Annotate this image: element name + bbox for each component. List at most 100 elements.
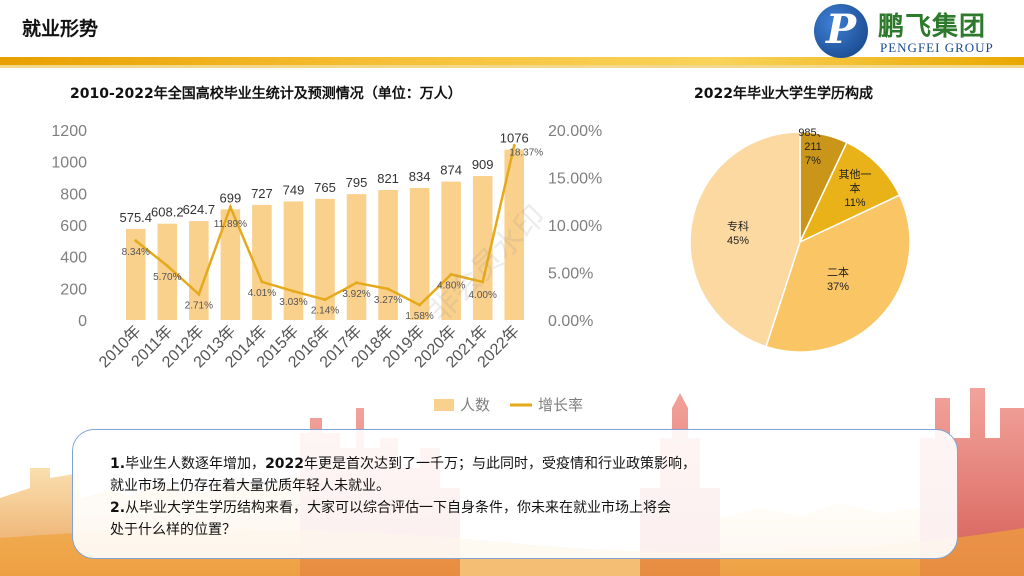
page-title: 就业形势 (22, 18, 99, 40)
legend-bar-swatch (434, 399, 454, 411)
bar (157, 223, 178, 320)
line-point (512, 143, 516, 147)
note-line-4: 处于什么样的位置？ (110, 519, 236, 541)
logo-chinese: 鹏飞集团 (878, 12, 987, 42)
growth-value-label: 2.71% (185, 300, 213, 311)
bar (346, 194, 367, 320)
pie-slice-label: 本 (850, 181, 861, 195)
pie-slice-label: 7% (805, 155, 821, 167)
legend-bar-label: 人数 (460, 397, 490, 414)
line-point (134, 239, 138, 243)
pie-slice-label: 二本 (827, 265, 849, 279)
note-text-2: 就业市场上仍存在着大量优质年轻人未就业。 (110, 478, 390, 494)
y-left-tick: 1200 (51, 123, 87, 140)
bar-value-label: 749 (283, 182, 305, 197)
y-left-tick: 800 (60, 186, 87, 203)
bar (409, 187, 430, 320)
y-left-tick: 0 (78, 313, 87, 330)
bar (315, 198, 335, 320)
pie-slice-label: 专科 (727, 219, 749, 233)
bar-value-label: 608.2 (151, 205, 184, 220)
y-right-tick: 20.00% (548, 123, 602, 140)
line-point (228, 205, 232, 209)
bar-value-label: 699 (220, 190, 242, 205)
note-number-2: 2. (110, 500, 126, 516)
bar-value-label: 874 (440, 163, 462, 178)
growth-value-label: 3.27% (374, 295, 402, 306)
line-point (323, 298, 327, 302)
y-right-tick: 15.00% (548, 171, 602, 188)
growth-value-label: 4.00% (469, 290, 497, 301)
bar-chart-title: 2010-2022年全国高校毕业生统计及预测情况（单位：万人） (70, 86, 462, 102)
bar-value-label: 624.7 (183, 202, 216, 217)
bar (472, 176, 493, 320)
bar-value-label: 795 (346, 175, 368, 190)
header-bar (0, 0, 1024, 58)
note-year: 2022 (265, 456, 305, 472)
bar (441, 181, 461, 320)
bar-value-label: 727 (251, 186, 273, 201)
bar-value-label: 575.4 (119, 210, 152, 225)
bar-line-chart: 0 200 400 600 800 1000 1200 0.00% 5.00% 10.00% 15.… (51, 123, 602, 414)
pie-chart-title: 2022年毕业大学生学历构成 (694, 86, 873, 102)
line-point (260, 280, 264, 284)
y-right-tick: 10.00% (548, 218, 602, 235)
bar (504, 149, 525, 320)
pie-slice-label: 45% (727, 235, 749, 247)
bar-value-label: 765 (314, 180, 336, 195)
growth-value-label: 11.89% (214, 219, 247, 230)
logo-icon (814, 4, 868, 58)
line-point (291, 289, 295, 293)
summary-box (72, 429, 958, 559)
pie-slice-label: 其他一 (839, 168, 872, 181)
note-line-2: 就业市场上仍存在着大量优质年轻人未就业。 (110, 475, 390, 497)
bar (252, 204, 272, 320)
logo-letter: P (826, 6, 857, 53)
y-left-tick: 400 (60, 250, 87, 267)
note-number-1: 1. (110, 456, 126, 472)
y-right-tick: 0.00% (548, 313, 593, 330)
growth-value-label: 3.03% (279, 297, 307, 308)
pie-slice (689, 131, 801, 348)
header-band (0, 57, 1024, 65)
pie-slice (765, 194, 911, 353)
growth-value-label: 5.70% (153, 272, 181, 283)
bar (125, 228, 146, 320)
y-right-tick: 5.00% (548, 266, 593, 283)
note-text-1b: 年更是首次达到了一千万；与此同时，受疫情和行业政策影响， (304, 456, 697, 472)
pie-slice (798, 141, 901, 244)
note-line-1: 1.毕业生人数逐年增加，2022年更是首次达到了一千万；与此同时，受疫情和行业政… (110, 453, 696, 475)
pie-slice-label: 37% (827, 281, 849, 293)
line-point (481, 280, 485, 284)
growth-value-label: 3.92% (342, 289, 370, 300)
growth-value-label: 8.34% (122, 247, 150, 258)
legend-line-label: 增长率 (538, 397, 583, 414)
growth-value-label: 1.58% (405, 311, 433, 322)
note-text-3: 从毕业大学生学历结构来看，大家可以综合评估一下自身条件，你未来在就业市场上将会 (125, 500, 672, 516)
bar-value-label: 909 (472, 157, 494, 172)
header-band-thin (0, 65, 1024, 68)
y-left-tick: 1000 (51, 155, 87, 172)
y-left-tick: 600 (60, 218, 87, 235)
pie-slice-label: 211 (804, 141, 822, 153)
line-point (418, 303, 422, 307)
line-point (165, 264, 169, 268)
note-text-1a: 毕业生人数逐年增加， (125, 456, 266, 472)
line-point (197, 292, 201, 296)
line-point (355, 281, 359, 285)
note-line-3: 2.从毕业大学生学历结构来看，大家可以综合评估一下自身条件，你未来在就业市场上将… (110, 497, 671, 519)
bar (189, 221, 209, 320)
bar-value-label: 1076 (500, 131, 529, 146)
pie-slice-label: 985、 (798, 127, 827, 139)
growth-value-label: 4.01% (248, 288, 276, 299)
logo-english: PENGFEI GROUP (880, 40, 994, 55)
growth-value-label: 2.14% (311, 306, 339, 317)
y-left-tick: 200 (60, 281, 87, 298)
bar-value-label: 821 (377, 171, 399, 186)
line-point (386, 287, 390, 291)
pie-slice-label: 11% (844, 197, 865, 209)
growth-value-label: 18.37% (509, 147, 543, 158)
growth-value-label: 4.80% (437, 280, 465, 291)
line-point (449, 272, 453, 276)
